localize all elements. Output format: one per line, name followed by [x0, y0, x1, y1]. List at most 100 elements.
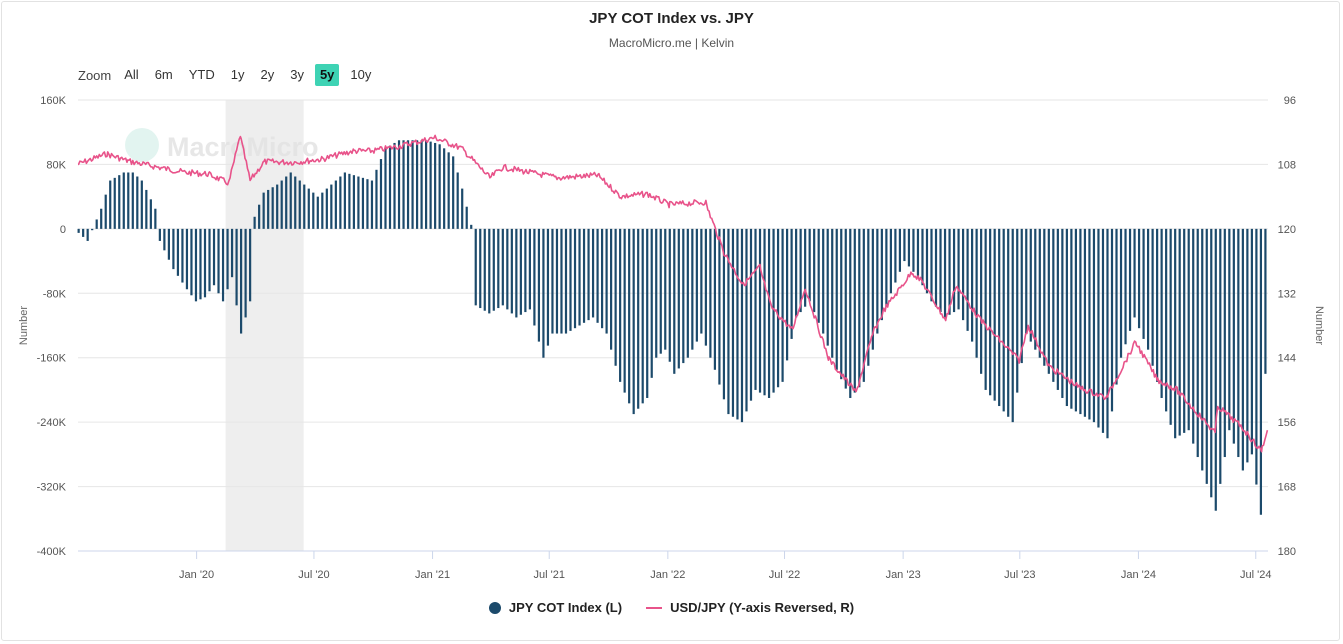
cot-bar — [95, 219, 98, 229]
zoom-button-10y[interactable]: 10y — [350, 67, 372, 82]
cot-bar — [610, 228, 613, 350]
cot-bar — [1264, 228, 1267, 374]
chart-subtitle: MacroMicro.me | Kelvin — [608, 36, 735, 50]
cot-bar — [316, 196, 319, 229]
cot-bar — [443, 148, 446, 229]
cot-bar — [510, 228, 513, 314]
zoom-button-3y[interactable]: 3y — [290, 67, 304, 82]
cot-bar — [501, 228, 504, 306]
cot-bar — [91, 228, 94, 231]
cot-bar — [691, 228, 694, 350]
cot-bar — [1052, 228, 1055, 382]
cot-bar — [1088, 228, 1091, 420]
chart-plot: MacroMicro -400K-320K-240K-160K-80K080K1… — [18, 95, 1325, 581]
cot-bar — [258, 204, 261, 229]
cot-bar — [1174, 228, 1177, 439]
cot-bar — [808, 228, 811, 302]
cot-bar — [596, 228, 599, 323]
cot-bar — [1074, 228, 1077, 412]
cot-bar — [1016, 228, 1019, 393]
cot-bar — [154, 208, 157, 229]
cot-bar — [948, 228, 951, 315]
cot-bar — [984, 228, 987, 390]
cot-bar — [1097, 228, 1100, 428]
cot-bar — [271, 187, 274, 229]
cot-bar — [560, 228, 563, 334]
cot-bar — [289, 172, 292, 229]
cot-bar — [1124, 228, 1127, 345]
cot-bar — [1156, 228, 1159, 382]
zoom-button-6m[interactable]: 6m — [154, 67, 173, 82]
cot-bar — [1133, 228, 1136, 318]
cot-bar — [474, 228, 477, 306]
legend-dot-icon — [488, 601, 501, 614]
cot-bar — [181, 228, 184, 283]
cot-bar — [925, 228, 929, 294]
cot-bar — [934, 228, 938, 307]
cot-bar — [1115, 228, 1118, 385]
cot-bar — [682, 228, 685, 364]
zoom-label: Zoom — [78, 67, 112, 83]
cot-bar — [1223, 228, 1226, 458]
cot-bar — [515, 228, 518, 318]
legend-item-usdjpy[interactable]: USD/JPY (Y-axis Reversed, R) — [646, 600, 854, 615]
cot-bar — [880, 228, 883, 321]
left-tick-label: -400K — [37, 546, 67, 558]
x-tick-label: Jan '21 — [415, 569, 450, 581]
cot-bar — [294, 176, 297, 229]
cot-bar — [330, 184, 333, 229]
left-tick-label: -160K — [37, 353, 67, 365]
cot-bar — [104, 194, 107, 229]
cot-bar — [957, 228, 960, 310]
cot-bar — [844, 228, 847, 389]
cot-bar — [1011, 228, 1014, 423]
cot-bar — [280, 180, 283, 229]
cot-bar — [470, 224, 473, 229]
cot-bar — [966, 228, 969, 331]
cot-bar — [479, 228, 482, 309]
cot-bar — [582, 228, 586, 323]
cot-bar — [145, 189, 148, 229]
shaded-period — [225, 100, 304, 551]
zoom-button-all[interactable]: All — [124, 67, 139, 82]
cot-bar — [749, 228, 753, 401]
zoom-button-5y[interactable]: 5y — [314, 64, 340, 86]
cot-bar — [149, 199, 152, 229]
left-tick-label: -320K — [37, 482, 67, 494]
cot-bar — [646, 228, 649, 398]
cot-bar — [790, 228, 793, 339]
left-axis-title: Number — [18, 306, 30, 345]
cot-bar — [713, 228, 717, 370]
cot-bar — [569, 228, 572, 331]
zoom-button-1y[interactable]: 1y — [230, 67, 245, 82]
cot-bar — [745, 228, 748, 412]
cot-bar — [244, 228, 247, 318]
cot-bar — [641, 228, 644, 404]
cot-bar — [668, 228, 671, 362]
cot-bar — [375, 169, 378, 229]
cot-bar — [1160, 228, 1163, 398]
cot-bar — [1259, 228, 1263, 515]
cot-bar — [524, 228, 527, 313]
cot-bar — [916, 228, 920, 278]
cot-bar — [695, 228, 698, 342]
zoom-button-ytd[interactable]: YTD — [188, 67, 215, 82]
zoom-button-2y[interactable]: 2y — [260, 67, 275, 82]
cot-bar — [1146, 228, 1150, 350]
cot-bar — [786, 228, 789, 361]
cot-bar — [483, 228, 486, 311]
cot-bar — [763, 228, 766, 396]
legend-item-cot[interactable]: JPY COT Index (L) — [488, 600, 623, 615]
cot-bar — [82, 228, 85, 237]
cot-bar — [127, 172, 130, 229]
cot-bar — [952, 228, 956, 313]
cot-bar — [943, 228, 947, 318]
cot-bar — [172, 228, 175, 270]
cot-bar — [1007, 228, 1010, 417]
legend-label-cot: JPY COT Index (L) — [508, 600, 623, 615]
cot-bar — [980, 228, 983, 374]
legend-line-icon — [646, 606, 663, 609]
cot-bar — [1255, 228, 1258, 485]
cot-bar — [1092, 228, 1096, 423]
cot-bar — [614, 228, 617, 366]
